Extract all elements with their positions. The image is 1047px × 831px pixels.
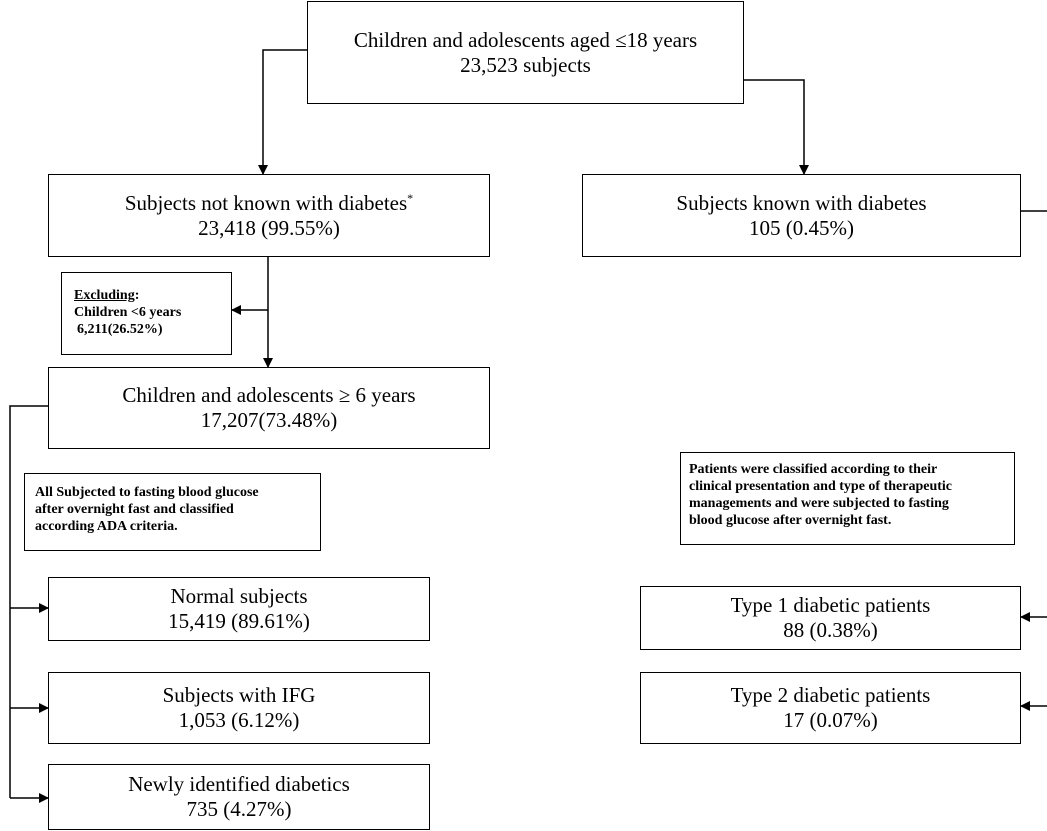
arrow-root-to-not-known [258,49,307,175]
type1-count: 88 (0.38%) [783,618,878,642]
ge6-count: 17,207(73.48%) [200,408,338,432]
type1-title: Type 1 diabetic patients [730,593,931,617]
ifg-title: Subjects with IFG [162,683,316,707]
footnote-marker: * [407,190,414,205]
not-known-title: Subjects not known with diabetes [124,190,408,215]
newly-box: Newly identified diabetics 735 (4.27%) [48,764,430,830]
root-box: Children and adolescents aged ≤18 years … [307,1,744,104]
type1-box: Type 1 diabetic patients 88 (0.38%) [640,586,1021,650]
normal-title: Normal subjects [170,584,308,608]
excluding-note: Excluding: Children <6 years 6,211(26.52… [61,272,232,355]
excluding-line2: 6,211(26.52%) [77,322,163,337]
known-box: Subjects known with diabetes 105 (0.45%) [582,174,1021,257]
newly-count: 735 (4.27%) [186,797,292,821]
ifg-box: Subjects with IFG 1,053 (6.12%) [48,672,430,744]
newly-title: Newly identified diabetics [128,772,350,796]
known-title: Subjects known with diabetes [676,190,927,215]
ge6-title: Children and adolescents ≥ 6 years [122,383,416,407]
root-title: Children and adolescents aged ≤18 years [353,27,698,52]
left-spine [9,405,48,798]
arrow-root-to-known [744,79,809,175]
classify-note: Patients were classified according to th… [680,452,1015,545]
root-count: 23,523 subjects [460,52,591,77]
ge6-box: Children and adolescents ≥ 6 years 17,20… [48,367,490,449]
not-known-count: 23,418 (99.55%) [198,215,340,240]
ada-note: All Subjected to fasting blood glucose a… [24,473,321,551]
excluding-line1: Children <6 years [74,305,182,320]
excluding-heading: Excluding [74,288,135,303]
normal-box: Normal subjects 15,419 (89.61%) [48,577,430,641]
type2-box: Type 2 diabetic patients 17 (0.07%) [640,672,1021,744]
ifg-count: 1,053 (6.12%) [178,708,300,732]
type2-title: Type 2 diabetic patients [730,683,931,707]
type2-count: 17 (0.07%) [783,708,878,732]
normal-count: 15,419 (89.61%) [168,609,310,633]
not-known-box: Subjects not known with diabetes* 23,418… [48,174,490,257]
known-count: 105 (0.45%) [749,215,854,240]
